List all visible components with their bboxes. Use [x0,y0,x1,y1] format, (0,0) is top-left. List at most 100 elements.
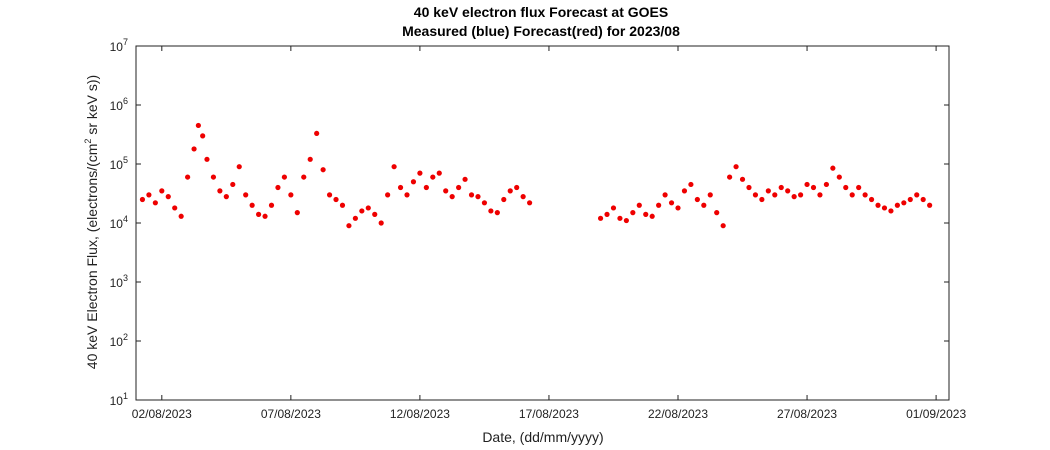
y-tick-label-base: 10 [110,99,124,113]
data-point [430,174,436,180]
y-axis-label: 40 keV Electron Flux, (electrons/(cm2 sr… [83,75,100,369]
y-tick-label: 105 [110,155,128,172]
data-point [256,211,262,217]
data-point [714,210,720,216]
data-point [449,194,455,200]
data-point [262,213,268,219]
data-point [675,205,681,211]
data-point [185,174,191,180]
data-point [159,188,165,194]
data-point [604,211,610,217]
data-point [649,213,655,219]
data-point [772,192,778,198]
data-point [410,179,417,185]
data-point [223,194,229,200]
y-tick-label-exponent: 4 [123,214,128,224]
data-point [200,133,206,139]
data-point [152,200,158,206]
data-point [217,188,223,194]
y-tick-label: 101 [110,391,128,408]
y-tick-label-exponent: 1 [123,391,128,401]
data-point [139,196,146,203]
data-point [294,210,300,216]
y-tick-label-base: 10 [110,158,124,172]
data-point [733,164,739,170]
data-point [146,192,152,198]
y-tick-label-base: 10 [110,217,124,231]
data-point [875,202,881,208]
data-point [391,164,397,170]
data-point [804,181,810,188]
data-point [791,194,797,200]
data-point [688,181,694,188]
data-point [456,184,462,191]
data-point [656,202,662,208]
y-tick-label-base: 10 [110,394,124,408]
x-tick-label: 27/08/2023 [777,407,837,421]
y-tick-label-exponent: 6 [123,96,128,106]
data-point [243,192,249,198]
data-point [191,146,197,152]
data-point [681,188,688,194]
data-point [443,188,449,194]
data-point [307,156,313,162]
data-point [720,223,726,229]
data-point [668,200,675,206]
y-tick-label-base: 10 [110,276,124,290]
y-tick-label-exponent: 5 [123,155,128,165]
x-tick-label: 01/09/2023 [906,407,966,421]
data-point [172,205,178,211]
data-point [514,184,520,191]
data-point [481,200,488,206]
data-point [888,208,894,214]
data-point [759,196,765,203]
data-point [752,192,759,198]
data-point [920,196,926,203]
data-point [475,194,481,200]
x-axis-label: Date, (dd/mm/yyyy) [482,429,603,445]
x-tick-label: 17/08/2023 [519,407,579,421]
y-tick-label: 106 [110,96,128,113]
data-point [727,174,733,180]
x-tick-label: 02/08/2023 [132,407,192,421]
data-point [630,210,636,216]
data-point [597,215,604,221]
data-point [907,196,913,203]
data-point [739,176,746,182]
data-point [798,192,804,198]
data-point [914,192,920,198]
x-tick-label: 12/08/2023 [390,407,450,421]
data-point [462,176,468,182]
data-point [520,194,526,200]
data-point [281,174,287,180]
y-tick-label-base: 10 [110,40,124,54]
data-points [139,122,933,229]
x-tick-label: 22/08/2023 [648,407,708,421]
data-point [765,188,771,194]
data-point [894,202,900,208]
data-point [507,188,513,194]
data-point [862,192,868,198]
data-point [301,174,307,180]
y-tick-label-base: 10 [110,335,124,349]
data-point [610,205,617,211]
data-point [333,196,339,203]
data-point [868,196,875,203]
data-point [843,184,849,191]
x-tick-label: 07/08/2023 [261,407,321,421]
data-point [397,184,404,191]
y-tick-label: 102 [110,332,128,349]
data-point [817,192,823,198]
data-point [378,220,384,226]
data-point [856,184,862,191]
data-point [204,156,210,162]
data-point [436,170,442,176]
data-point [778,184,784,191]
data-point [178,213,184,219]
data-point [662,192,668,198]
data-point [404,192,410,198]
data-point [527,200,533,206]
data-point [326,192,333,198]
